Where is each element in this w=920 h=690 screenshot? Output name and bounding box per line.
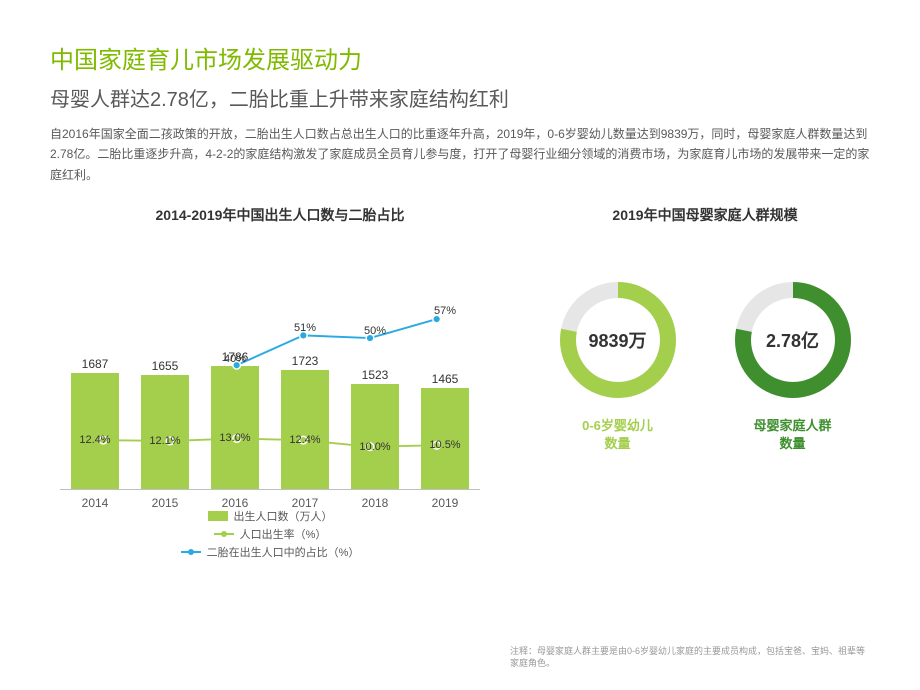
donut-panel: 2019年中国母婴家庭人群规模 9839万 0-6岁婴幼儿数量 2.78亿母婴家庭… (540, 205, 870, 550)
line-value-label: 12.1% (149, 435, 180, 447)
bar (351, 384, 399, 490)
legend-bar-label: 出生人口数（万人） (234, 508, 333, 524)
bar (71, 373, 119, 490)
line-value-label: 51% (294, 322, 316, 334)
page-title: 中国家庭育儿市场发展驱动力 (50, 40, 870, 75)
legend: 出生人口数（万人） 人口出生率（%） 二胎在出生人口中的占比（%） (50, 508, 490, 560)
line-value-label: 40% (224, 353, 246, 365)
bar-group: 1687 (60, 250, 130, 490)
donut-label: 0-6岁婴幼儿数量 (582, 417, 653, 453)
legend-line1-label: 人口出生率（%） (240, 526, 327, 542)
legend-line1-swatch (214, 533, 234, 535)
line-value-label: 10.5% (429, 439, 460, 451)
legend-line1: 人口出生率（%） (214, 526, 327, 542)
line-value-label: 50% (364, 325, 386, 337)
bar (211, 366, 259, 490)
bar-group: 1786 (200, 250, 270, 490)
bar-group: 1723 (270, 250, 340, 490)
donut: 2.78亿母婴家庭人群数量 (728, 275, 858, 453)
bar-value-label: 1655 (152, 359, 179, 373)
donut-row: 9839万 0-6岁婴幼儿数量 2.78亿母婴家庭人群数量 (540, 275, 870, 453)
page-subtitle: 母婴人群达2.78亿，二胎比重上升带来家庭结构红利 (50, 83, 870, 112)
bar-chart-panel: 2014-2019年中国出生人口数与二胎占比 16871655178617231… (50, 205, 510, 550)
legend-bar-swatch (208, 511, 228, 521)
donut-label: 母婴家庭人群数量 (753, 417, 831, 453)
donut-center-value: 2.78亿 (728, 275, 858, 405)
legend-line2-swatch (181, 551, 201, 553)
x-axis (60, 489, 480, 490)
bar (141, 375, 189, 490)
bar (281, 370, 329, 490)
legend-line2: 二胎在出生人口中的占比（%） (181, 544, 360, 560)
line-value-label: 57% (434, 305, 456, 317)
bar-group: 1655 (130, 250, 200, 490)
line-value-label: 10.0% (359, 441, 390, 453)
bar-group: 1523 (340, 250, 410, 490)
bar-chart-title: 2014-2019年中国出生人口数与二胎占比 (50, 205, 510, 225)
bar-chart: 1687 1655 1786 1723 1523 1465 12.4% 12.1% 13.0%… (50, 250, 490, 550)
line-value-label: 12.4% (79, 434, 110, 446)
legend-line2-label: 二胎在出生人口中的占比（%） (207, 544, 360, 560)
page-description: 自2016年国家全面二孩政策的开放，二胎出生人口数占总出生人口的比重逐年升高，2… (50, 124, 870, 185)
line-value-label: 12.4% (289, 434, 320, 446)
legend-bar: 出生人口数（万人） (208, 508, 333, 524)
bar-group: 1465 (410, 250, 480, 490)
donut-center-value: 9839万 (553, 275, 683, 405)
line-value-label: 13.0% (219, 432, 250, 444)
bar-value-label: 1523 (362, 368, 389, 382)
donut: 9839万 0-6岁婴幼儿数量 (553, 275, 683, 453)
footnote: 注释：母婴家庭人群主要是由0-6岁婴幼儿家庭的主要成员构成，包括宝爸、宝妈、祖辈… (510, 645, 870, 670)
bar-value-label: 1465 (432, 372, 459, 386)
bar-value-label: 1687 (82, 357, 109, 371)
bar-value-label: 1723 (292, 354, 319, 368)
charts-row: 2014-2019年中国出生人口数与二胎占比 16871655178617231… (50, 205, 870, 550)
donut-chart-title: 2019年中国母婴家庭人群规模 (540, 205, 870, 225)
